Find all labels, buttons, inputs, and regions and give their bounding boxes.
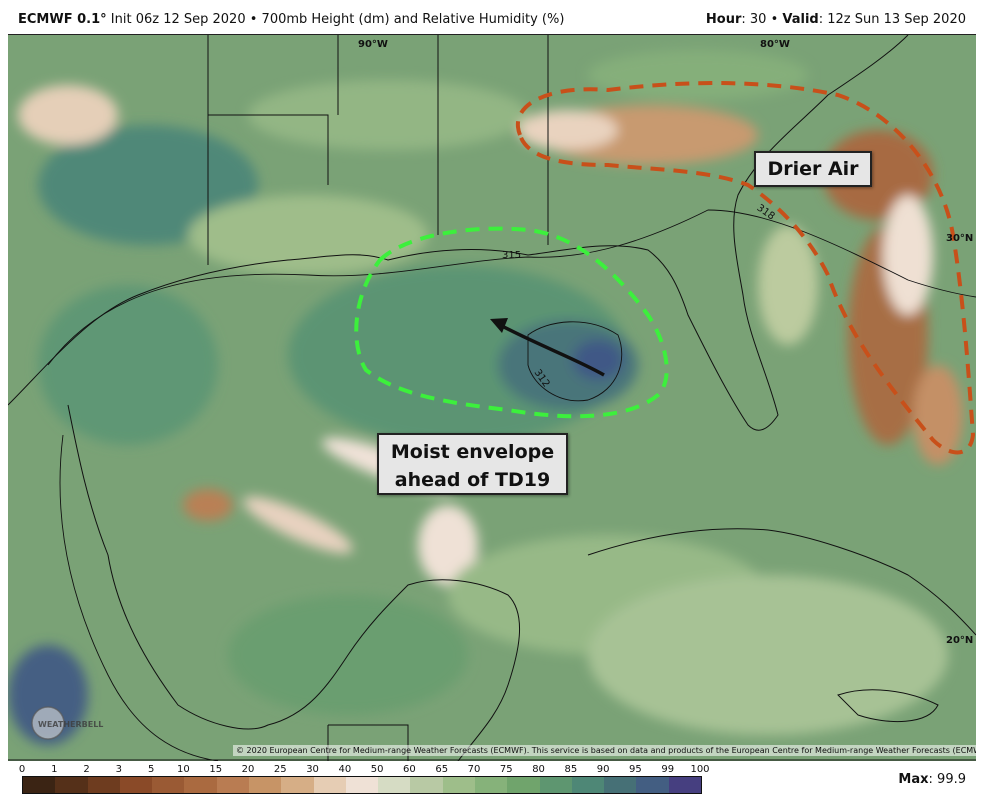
title: ECMWF 0.1° Init 06z 12 Sep 2020 • 700mb … — [18, 12, 564, 27]
colorbar-segment — [604, 777, 637, 793]
map-canvas — [8, 35, 976, 761]
colorbar-segment — [442, 777, 475, 793]
colorbar-tick-label: 40 — [338, 764, 352, 775]
colorbar-ticks: 0 1 2 3 5 10 15 20 25 30 40 50 60 65 70 75 80 85 90 95 99 100 — [18, 764, 710, 776]
latitude-label-20n: 20°N — [946, 635, 974, 646]
logo-text: WEATHERBELL — [38, 720, 103, 729]
colorbar-tick-label: 85 — [564, 764, 578, 775]
moist-envelope-label: Moist envelope ahead of TD19 — [377, 433, 568, 495]
colorbar-segment — [87, 777, 120, 793]
colorbar-tick-label: 25 — [273, 764, 287, 775]
colorbar-tick-label: 10 — [177, 764, 190, 775]
product-name: 700mb Height (dm) and Relative Humidity … — [261, 12, 565, 27]
humidity-patches — [8, 50, 963, 745]
max-number: : 99.9 — [928, 772, 966, 787]
colorbar-tick-label: 15 — [209, 764, 223, 775]
colorbar-tick-label: 1 — [51, 764, 58, 775]
moist-envelope-outline — [354, 226, 669, 419]
colorbar-tick-label: 65 — [435, 764, 449, 775]
humidity-colorbar — [22, 776, 702, 794]
colorbar-tick-label: 0 — [18, 764, 26, 775]
latitude-label-30n: 30°N — [946, 233, 974, 244]
colorbar-tick-label: 99 — [661, 764, 675, 775]
colorbar-tick-label: 75 — [499, 764, 513, 775]
max-label: Max — [898, 772, 929, 787]
valid-label: Valid — [782, 12, 819, 27]
colorbar-tick-label: 90 — [596, 764, 610, 775]
storm-motion-arrow — [499, 323, 605, 377]
colorbar-segment — [410, 777, 443, 793]
init-time: Init 06z 12 Sep 2020 — [110, 12, 246, 27]
valid-value: : 12z Sun 13 Sep 2020 — [818, 12, 966, 27]
colorbar-tick-label: 3 — [115, 764, 123, 775]
height-contours — [47, 209, 976, 761]
moist-label-line2: ahead of TD19 — [394, 469, 551, 491]
colorbar-segment — [248, 777, 282, 793]
coastlines — [8, 35, 976, 761]
longitude-label-90w: 90°W — [358, 39, 388, 50]
colorbar-tick-label: 5 — [147, 764, 155, 775]
colorbar-tick-label: 60 — [403, 764, 416, 775]
colorbar-tick-label: 100 — [690, 764, 710, 775]
colorbar-segment — [345, 777, 379, 793]
colorbar-segment — [152, 777, 185, 793]
colorbar-segment — [668, 777, 701, 793]
colorbar-tick-label: 70 — [467, 764, 481, 775]
contour-label-315: 315 — [502, 250, 522, 261]
colorbar-segment — [281, 777, 314, 793]
colorbar-segment — [636, 777, 669, 793]
colorbar-tick-label: 2 — [83, 764, 90, 775]
colorbar-tick-label: 95 — [629, 764, 642, 775]
degree-symbol: ° — [100, 12, 107, 27]
colorbar-tick-label: 80 — [532, 764, 545, 775]
colorbar-segment — [184, 777, 217, 793]
weatherbell-logo-icon: WEATHERBELL — [31, 706, 103, 740]
hour-value: : 30 — [741, 12, 767, 27]
longitude-label-80w: 80°W — [760, 39, 790, 50]
header: ECMWF 0.1° Init 06z 12 Sep 2020 • 700mb … — [0, 0, 984, 34]
copyright-credit: © 2020 European Centre for Medium-range … — [233, 745, 976, 756]
colorbar-tick-label: 30 — [306, 764, 319, 775]
colorbar-segment — [23, 777, 56, 793]
weather-map: 90°W 80°W 30°N 20°N 315 318 312 Drier Ai… — [8, 34, 976, 761]
colorbar-segment — [507, 777, 540, 793]
separator: • — [770, 12, 779, 27]
valid-info: Hour: 30 • Valid: 12z Sun 13 Sep 2020 — [706, 12, 966, 27]
colorbar-segment — [474, 777, 508, 793]
arrow-head-icon — [490, 318, 508, 333]
colorbar-tick-label: 20 — [241, 764, 255, 775]
colorbar-segment — [216, 777, 249, 793]
model-name: ECMWF 0.1 — [18, 12, 101, 27]
colorbar-segment — [55, 777, 88, 793]
separator: • — [249, 12, 258, 27]
drier-air-label: Drier Air — [754, 151, 872, 187]
colorbar-segment — [119, 777, 153, 793]
colorbar-segment — [571, 777, 605, 793]
max-value: Max: 99.9 — [898, 772, 966, 787]
hour-label: Hour — [705, 12, 742, 27]
moist-label-line1: Moist envelope — [390, 441, 555, 463]
drier-air-outline — [516, 81, 976, 455]
colorbar-tick-label: 50 — [370, 764, 384, 775]
colorbar-segment — [539, 777, 572, 793]
weatherbell-logo: WEATHERBELL — [30, 705, 108, 741]
colorbar-segment — [378, 777, 411, 793]
colorbar-segment — [313, 777, 346, 793]
